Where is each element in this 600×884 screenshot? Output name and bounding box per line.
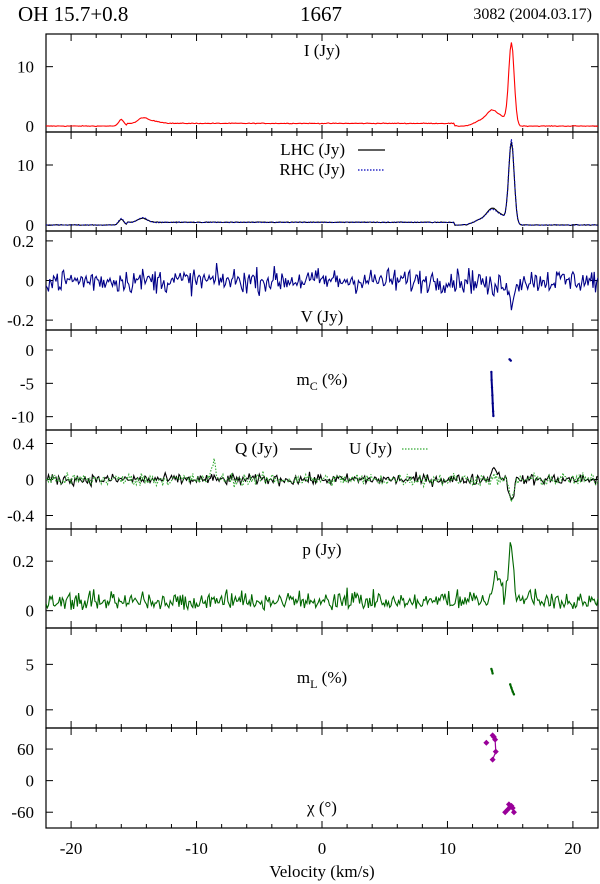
chi-marker	[510, 809, 517, 816]
panel-plot-area	[490, 667, 516, 696]
panel-plot-area	[483, 732, 517, 816]
data-point	[490, 667, 493, 671]
panel-plot-area	[46, 139, 598, 226]
data-point	[512, 693, 516, 696]
data-point	[491, 410, 495, 413]
panel-plot-area	[46, 42, 598, 128]
y-tick-label: 0	[26, 701, 35, 720]
panel-plot-area	[46, 458, 598, 504]
y-tick-label: 60	[17, 740, 34, 759]
y-tick-label: 0	[26, 272, 35, 291]
observation-id: 3082 (2004.03.17)	[473, 6, 592, 23]
panel-lhc-rhc: 0 10 LHC (Jy)RHC (Jy)	[17, 131, 599, 235]
y-tick-label: 0	[26, 772, 35, 791]
x-tick-label: -20	[60, 839, 83, 858]
panel-linear-p: 0.2 0 p (Jy)	[13, 528, 599, 629]
y-tick-label: -0.4	[7, 507, 34, 526]
y-tick-label: 0	[26, 216, 35, 235]
x-tick-label: -10	[185, 839, 208, 858]
data-point	[510, 686, 513, 690]
panel-label: p (Jy)	[302, 540, 341, 559]
y-tick-label: 0.2	[13, 552, 34, 571]
panel-stokes-i: 0 10 I (Jy)	[17, 33, 599, 136]
y-tick-label: 10	[17, 156, 34, 175]
data-track	[509, 684, 515, 695]
data-point	[491, 394, 494, 397]
panel-label: χ (°)	[306, 798, 337, 817]
legend-label: LHC (Jy)	[280, 140, 345, 159]
panel-stokes-qu: 0.4 0 -0.4 Q (Jy) U (Jy)	[7, 429, 599, 530]
source-name: OH 15.7+0.8	[18, 2, 129, 26]
data-point	[490, 370, 493, 374]
y-tick-label: -5	[20, 374, 34, 393]
data-point	[492, 414, 495, 418]
legend-label: RHC (Jy)	[279, 160, 345, 179]
data-point	[491, 672, 494, 675]
legend-label: Q (Jy)	[235, 439, 278, 458]
y-tick-label: 0	[26, 602, 35, 621]
series-p	[46, 542, 598, 612]
panel-label: V (Jy)	[301, 307, 344, 326]
series-V	[46, 262, 598, 311]
frequency-label: 1667	[300, 2, 342, 26]
data-point	[509, 359, 513, 362]
data-point	[511, 690, 514, 693]
panel-m-c: 0 -5 -10 mC (%)	[11, 329, 599, 431]
data-point	[490, 378, 493, 382]
panel-plot-area	[46, 262, 598, 311]
panel-label: mL (%)	[297, 668, 347, 691]
y-tick-label: 10	[17, 58, 34, 77]
y-tick-label: 0.4	[13, 435, 35, 454]
chi-marker	[492, 736, 499, 743]
chi-marker	[492, 748, 499, 755]
panel-plot-area	[46, 542, 598, 612]
y-tick-label: 0	[26, 341, 35, 360]
data-point	[508, 683, 512, 686]
y-tick-label: -60	[11, 803, 34, 822]
x-axis-label: Velocity (km/s)	[269, 862, 374, 881]
x-tick-label: 10	[439, 839, 456, 858]
x-tick-label: 0	[318, 839, 327, 858]
data-point	[491, 402, 494, 405]
y-tick-label: 0	[26, 117, 35, 136]
panel-label: I (Jy)	[304, 41, 340, 60]
data-point	[490, 386, 494, 389]
panel-plot-area	[490, 358, 513, 418]
y-tick-label: 0.2	[13, 232, 34, 251]
chi-marker	[502, 809, 509, 816]
series-I	[46, 42, 598, 128]
y-tick-label: 0	[26, 471, 35, 490]
y-tick-label: -0.2	[7, 311, 34, 330]
legend-label: U (Jy)	[349, 439, 392, 458]
data-point	[490, 669, 494, 672]
chi-marker	[489, 756, 496, 763]
series-RHC	[46, 139, 598, 226]
panel-chi: 60 0 -60 χ (°)	[11, 727, 599, 829]
panel-label: mC (%)	[297, 370, 348, 393]
y-tick-label: -10	[11, 408, 34, 427]
panel-m-l: 5 0 mL (%)	[26, 627, 599, 729]
y-tick-label: 5	[26, 655, 35, 674]
data-track	[490, 371, 495, 417]
x-tick-label: 20	[564, 839, 581, 858]
chi-marker	[483, 739, 490, 746]
panel-stokes-v: 0.2 0 -0.2 V (Jy)	[7, 230, 599, 331]
